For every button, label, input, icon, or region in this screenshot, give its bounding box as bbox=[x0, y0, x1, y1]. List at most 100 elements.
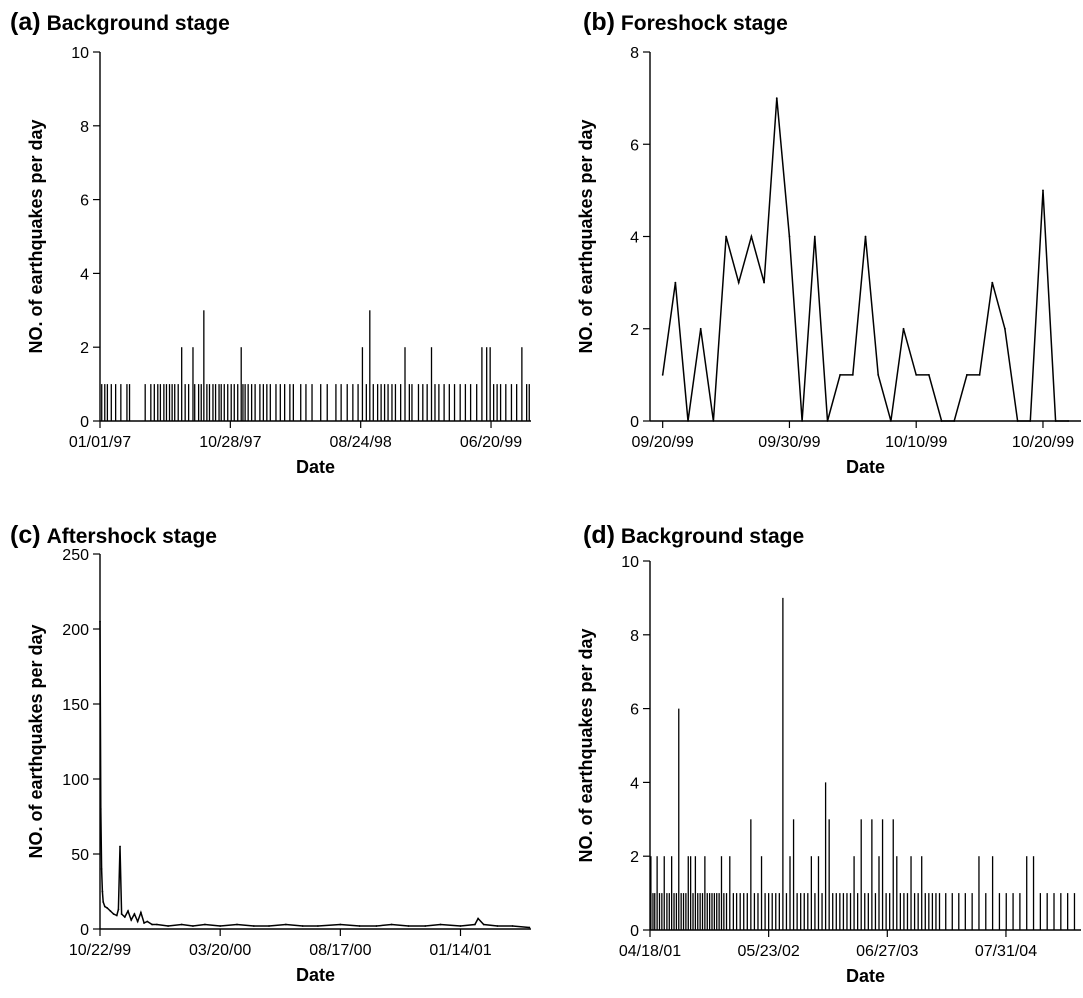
data-point bbox=[1029, 420, 1032, 422]
data-point bbox=[127, 910, 129, 912]
x-tick-label: 10/10/99 bbox=[885, 434, 947, 451]
chart-panel-d: (d) Background stage 0 2 4 6 8 10 04/18/01 05/23… bbox=[541, 499, 1082, 998]
data-point bbox=[139, 911, 142, 914]
x-axis-label: Date bbox=[296, 965, 335, 985]
data-point bbox=[192, 925, 194, 927]
data-point bbox=[839, 373, 842, 376]
panel-letter: (d) bbox=[583, 521, 615, 549]
x-tick-label: 09/30/99 bbox=[758, 434, 820, 451]
chart-title: (a) Background stage bbox=[10, 8, 230, 37]
data-point bbox=[268, 925, 270, 927]
data-point bbox=[737, 281, 740, 284]
data-point bbox=[102, 901, 105, 903]
y-tick-label: 4 bbox=[630, 230, 639, 247]
y-tick-label: 50 bbox=[71, 847, 89, 864]
data-point bbox=[763, 281, 765, 284]
y-tick-label: 100 bbox=[62, 772, 89, 789]
data-point bbox=[130, 919, 133, 921]
data-point bbox=[115, 914, 118, 917]
x-tick-label: 09/20/99 bbox=[632, 434, 694, 451]
data-point bbox=[339, 923, 342, 926]
data-point bbox=[1054, 420, 1057, 422]
data-point bbox=[699, 327, 702, 330]
data-point bbox=[119, 845, 121, 848]
data-point bbox=[120, 913, 123, 915]
x-tick-label: 06/27/03 bbox=[856, 943, 918, 960]
data-point bbox=[439, 923, 442, 926]
data-point bbox=[99, 808, 102, 810]
data-point bbox=[167, 925, 169, 927]
data-point bbox=[851, 373, 854, 376]
chart-svg: 0 2 4 6 8 09/20/99 09/30/99 10/10/99 10/20/99 Dat… bbox=[576, 45, 1081, 477]
data-point bbox=[1042, 189, 1044, 192]
data-point bbox=[674, 281, 677, 284]
title-text: Background stage bbox=[46, 12, 230, 35]
data-point bbox=[358, 925, 361, 927]
chart-svg: 0 2 4 6 8 10 04/18/01 05/23/02 06/27/03 07/31/04 D… bbox=[576, 554, 1081, 986]
y-tick-label: 8 bbox=[630, 45, 639, 62]
y-tick-label: 6 bbox=[80, 193, 89, 210]
data-point bbox=[750, 235, 753, 238]
data-point bbox=[902, 327, 905, 330]
data-point bbox=[1067, 420, 1070, 422]
chart-title: (c) Aftershock stage bbox=[10, 521, 217, 550]
data-point bbox=[915, 373, 918, 376]
chart-title: (b) Foreshock stage bbox=[583, 8, 788, 37]
x-tick-label: 03/20/00 bbox=[189, 942, 251, 959]
data-point bbox=[801, 420, 804, 422]
x-tick-label: 01/01/97 bbox=[69, 434, 131, 451]
x-tick-label: 06/20/99 bbox=[460, 434, 522, 451]
x-tick-label: 10/20/99 bbox=[1012, 434, 1074, 451]
chart-panel-b: (b) Foreshock stage 0 2 4 6 8 09/20/99 09/30/99… bbox=[541, 0, 1082, 499]
x-tick-label: 08/24/98 bbox=[330, 434, 392, 451]
data-point bbox=[826, 420, 829, 422]
data-point bbox=[219, 925, 222, 927]
x-tick-label: 08/17/00 bbox=[309, 942, 371, 959]
data-point bbox=[99, 620, 101, 623]
data-point bbox=[407, 925, 410, 927]
y-tick-label: 6 bbox=[630, 702, 639, 719]
data-point bbox=[317, 925, 319, 927]
series-line bbox=[661, 98, 1069, 422]
x-tick-label: 04/18/01 bbox=[619, 943, 681, 960]
panel-letter: (a) bbox=[10, 8, 41, 36]
data-point bbox=[390, 923, 393, 926]
data-point bbox=[424, 925, 427, 927]
x-axis-label: Date bbox=[846, 966, 885, 986]
y-tick-label: 0 bbox=[630, 923, 639, 940]
y-tick-label: 0 bbox=[630, 414, 639, 431]
data-point bbox=[978, 373, 981, 376]
x-tick-label: 10/22/99 bbox=[69, 942, 131, 959]
data-point bbox=[301, 925, 304, 927]
y-tick-label: 4 bbox=[630, 775, 639, 792]
data-point bbox=[864, 235, 867, 238]
title-text: Foreshock stage bbox=[620, 12, 788, 35]
x-tick-label: 10/28/97 bbox=[199, 434, 261, 451]
y-tick-label: 2 bbox=[80, 340, 89, 357]
data-point bbox=[146, 920, 149, 923]
y-tick-label: 2 bbox=[630, 849, 639, 866]
data-point bbox=[528, 926, 531, 929]
data-point bbox=[477, 917, 480, 920]
data-point bbox=[136, 920, 139, 923]
y-axis-label: NO. of earthquakes per day bbox=[576, 628, 596, 862]
y-tick-label: 150 bbox=[62, 697, 89, 714]
y-axis-label: NO. of earthquakes per day bbox=[26, 624, 46, 858]
chart-panel-a: (a) Background stage 0 2 4 6 8 10 01/01/97 10/28… bbox=[0, 0, 541, 499]
data-point bbox=[511, 925, 514, 927]
panel-letter: (b) bbox=[583, 8, 615, 36]
data-point bbox=[474, 923, 476, 926]
x-axis-label: Date bbox=[846, 457, 885, 477]
y-tick-label: 250 bbox=[62, 547, 89, 564]
data-point bbox=[813, 235, 816, 238]
y-tick-label: 200 bbox=[62, 622, 89, 639]
y-tick-label: 10 bbox=[71, 45, 89, 62]
data-point bbox=[204, 923, 206, 926]
title-text: Aftershock stage bbox=[46, 525, 217, 548]
title-text: Background stage bbox=[620, 525, 805, 548]
data-point bbox=[940, 420, 943, 422]
panel-letter: (c) bbox=[10, 521, 41, 549]
data-point bbox=[927, 373, 930, 376]
data-point bbox=[133, 913, 136, 915]
series-line bbox=[99, 621, 530, 929]
